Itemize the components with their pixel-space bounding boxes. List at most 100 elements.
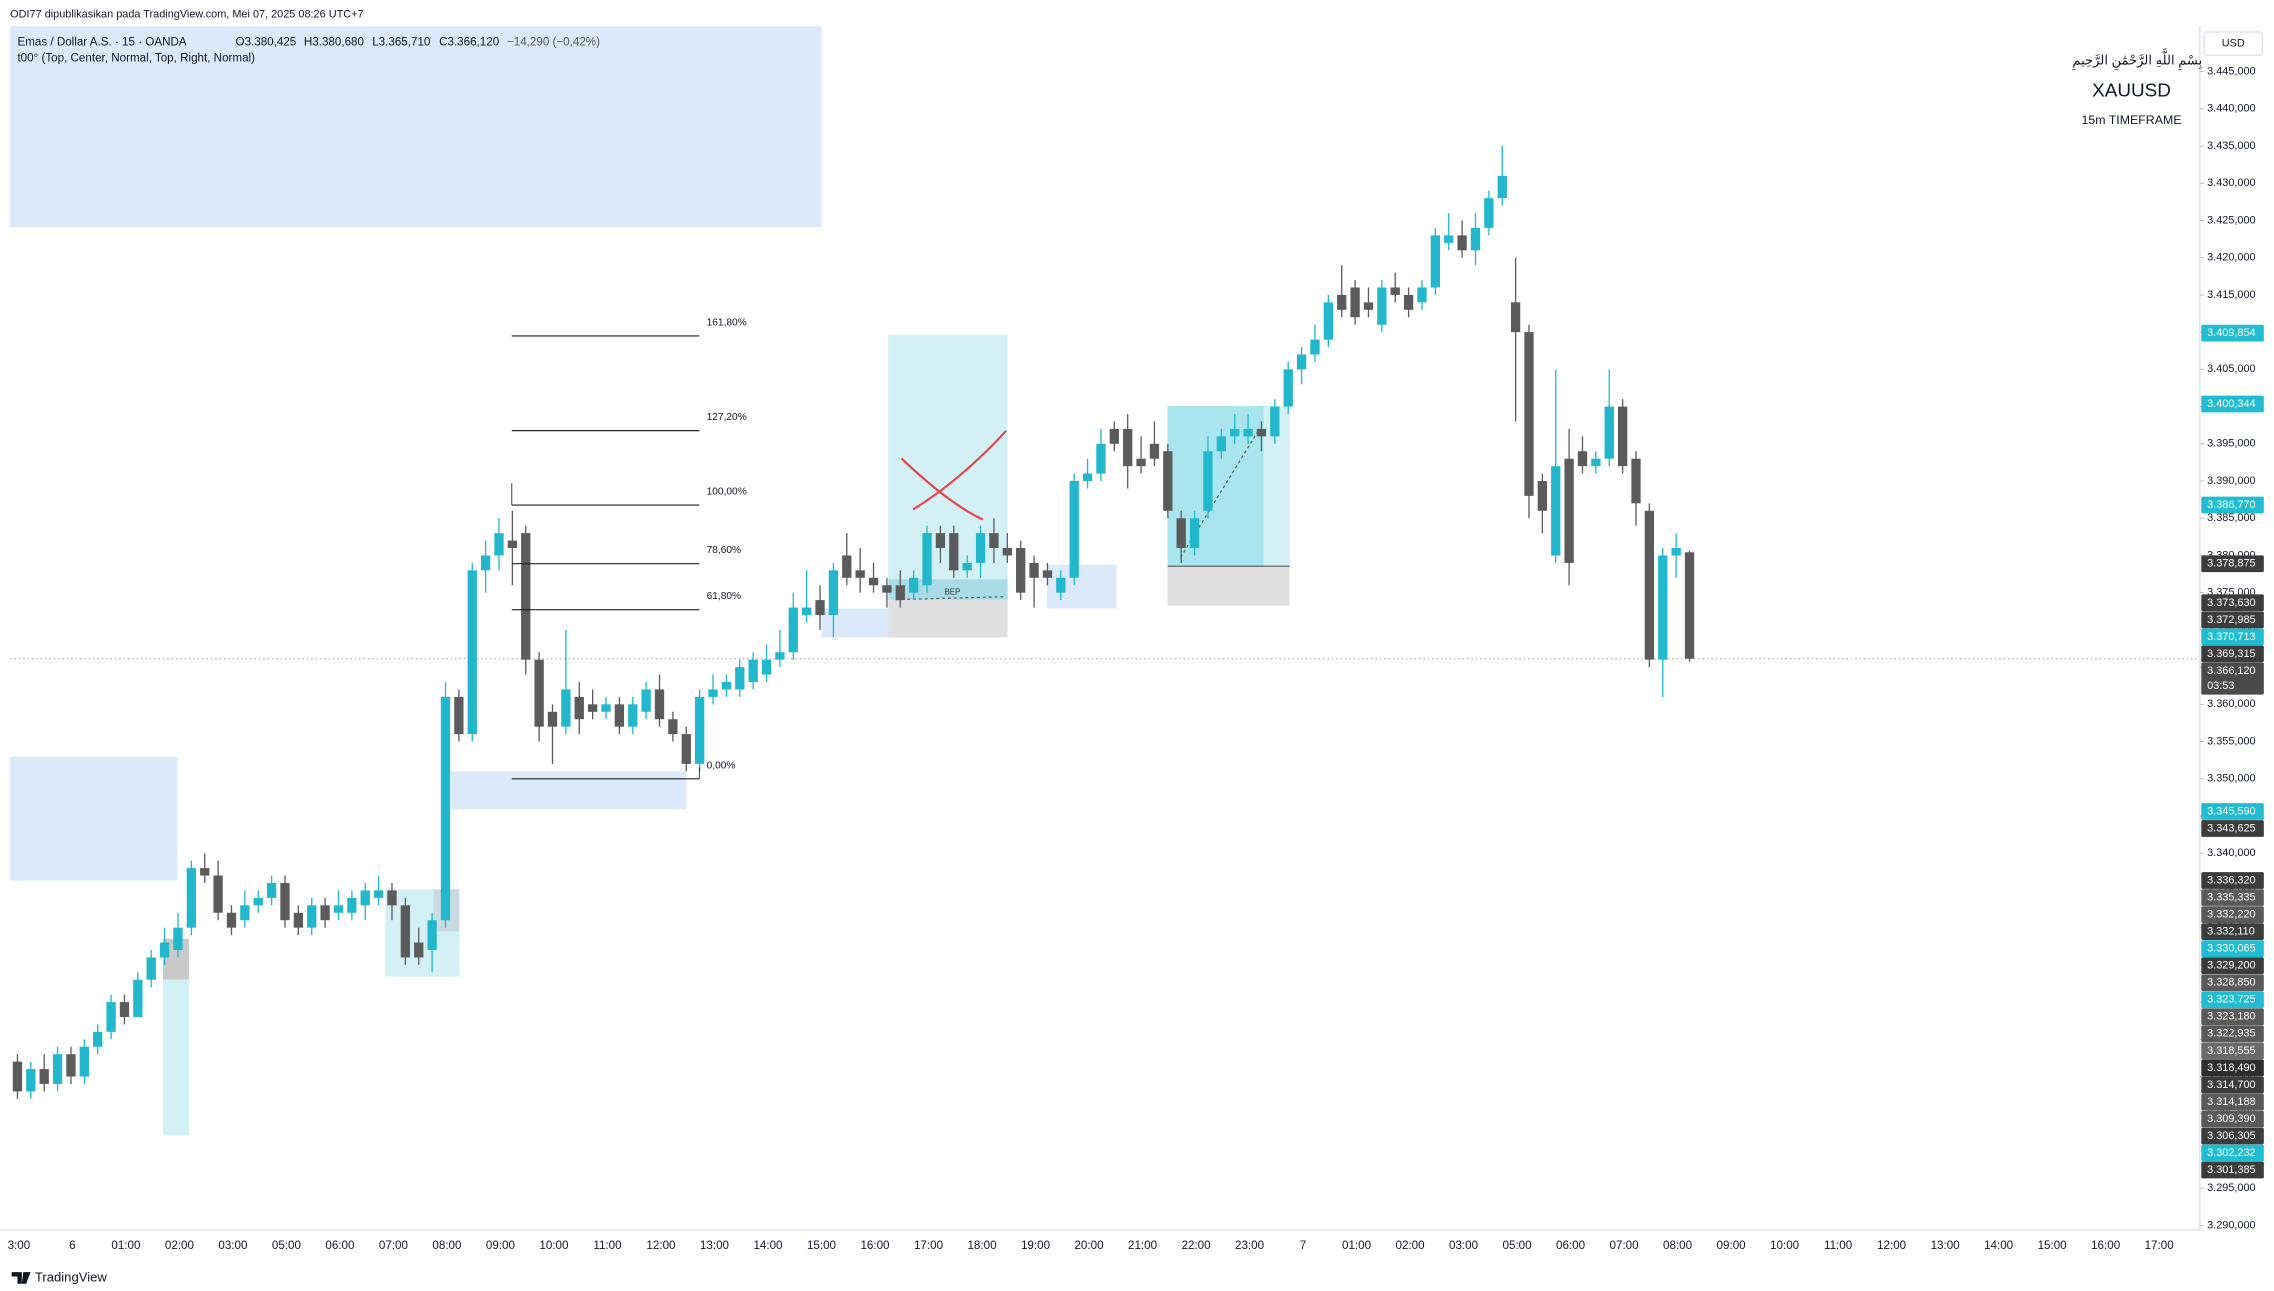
x-tick-label: 03:00 xyxy=(1449,1239,1479,1252)
price-tag-label: 3.345,590 xyxy=(2207,805,2256,817)
price-tag xyxy=(2201,923,2264,940)
candle-body xyxy=(159,942,170,958)
price-tag-label: 3.332,220 xyxy=(2207,909,2256,921)
candle-body xyxy=(307,905,317,928)
x-tick-label: 05:00 xyxy=(272,1239,302,1252)
price-tag-label: 3.369,315 xyxy=(2207,648,2256,660)
price-tag xyxy=(2201,1025,2264,1043)
candle-body xyxy=(1123,428,1133,467)
candle-body xyxy=(815,600,825,616)
candle-body xyxy=(1671,548,1681,556)
x-tick-label: 14:00 xyxy=(1984,1239,2014,1252)
candle-body xyxy=(775,652,785,660)
candle-body xyxy=(93,1031,103,1047)
price-tag xyxy=(2201,1042,2264,1060)
price-tag xyxy=(2201,1110,2264,1128)
candle-body xyxy=(200,868,210,876)
candle-body xyxy=(1430,235,1441,288)
x-tick-label: 10:00 xyxy=(1770,1239,1800,1252)
x-tick-label: 19:00 xyxy=(1021,1239,1051,1252)
fib-label: 78,60% xyxy=(707,545,741,556)
candle-body xyxy=(1510,302,1521,333)
price-tag xyxy=(2201,1127,2264,1145)
price-tag-label: 3.329,200 xyxy=(2207,960,2256,972)
candle-body xyxy=(668,719,678,735)
zone xyxy=(10,26,822,228)
candle-body xyxy=(601,704,611,712)
y-tick-label: 3.425,000 xyxy=(2207,214,2256,226)
candle-body xyxy=(1497,175,1507,199)
price-tag-label: 3.301,385 xyxy=(2207,1164,2256,1176)
fib-label: 0,00% xyxy=(707,760,736,771)
x-tick-label: 23:00 xyxy=(1235,1239,1265,1252)
candle-body xyxy=(1577,451,1588,467)
candle-body xyxy=(1484,198,1494,228)
zone xyxy=(10,756,178,881)
price-tag xyxy=(2201,1161,2264,1179)
x-tick-label: 16:00 xyxy=(2091,1239,2121,1252)
candle-body xyxy=(681,734,691,764)
x-tick-label: 15:00 xyxy=(807,1239,837,1252)
candle-body xyxy=(320,905,330,921)
candle-body xyxy=(1403,294,1414,310)
zone xyxy=(162,979,190,1136)
candle-body xyxy=(1537,481,1548,511)
price-tag xyxy=(2201,1076,2264,1094)
candle-body xyxy=(1270,406,1280,437)
candle-body xyxy=(146,957,156,980)
x-tick-label: 10:00 xyxy=(539,1239,569,1252)
price-tag-label: 3.323,180 xyxy=(2207,1011,2256,1023)
candle-body xyxy=(133,979,143,1017)
price-tag-label: 3.335,335 xyxy=(2207,892,2256,904)
price-tag xyxy=(2201,957,2264,975)
price-tag xyxy=(2201,645,2264,663)
symbol: XAUUSD xyxy=(2092,81,2171,102)
price-tag xyxy=(2201,820,2264,837)
price-tag-label: 3.332,110 xyxy=(2207,926,2255,938)
x-tick-label: 01:00 xyxy=(111,1239,141,1252)
x-tick-label: 13:00 xyxy=(1931,1239,1961,1252)
price-tag xyxy=(2201,1144,2264,1162)
currency: USD xyxy=(2222,38,2245,50)
candle-body xyxy=(1042,570,1053,578)
candle-body xyxy=(26,1069,36,1092)
candle-body xyxy=(922,533,932,586)
price-tag-label: 3.378,875 xyxy=(2207,558,2256,570)
candle-body xyxy=(414,942,424,958)
candle-body xyxy=(1082,473,1093,482)
candle-body xyxy=(628,704,638,727)
ohlc-legend: C3.366,120 xyxy=(439,35,500,48)
x-tick-label: 07:00 xyxy=(379,1239,409,1252)
x-tick-label: 09:00 xyxy=(486,1239,516,1252)
candle-body xyxy=(387,890,397,906)
candle-body xyxy=(842,555,852,578)
brand-logo xyxy=(11,1272,31,1284)
x-tick-label: 16:00 xyxy=(860,1239,890,1252)
candle-body xyxy=(547,711,558,727)
candle-body xyxy=(494,533,504,556)
x-tick-label: 06:00 xyxy=(1556,1239,1586,1252)
price-tag-label: 3.370,713 xyxy=(2207,631,2256,643)
price-tag xyxy=(2201,628,2264,646)
price-tag-label: 3.322,935 xyxy=(2207,1028,2256,1040)
price-tag xyxy=(2201,611,2264,629)
candle-body xyxy=(641,689,651,712)
candle-body xyxy=(1377,287,1387,325)
candle-body xyxy=(1631,458,1641,504)
x-tick-label: 18:00 xyxy=(967,1239,997,1252)
x-tick-label: 12:00 xyxy=(1877,1239,1907,1252)
candle-body xyxy=(186,868,196,928)
candle-body xyxy=(654,689,665,720)
candle-body xyxy=(467,570,477,735)
price-tag-label: 3.373,630 xyxy=(2207,597,2256,609)
y-tick-label: 3.405,000 xyxy=(2207,363,2256,375)
y-tick-label: 3.385,000 xyxy=(2207,512,2256,524)
x-tick-label: 20:00 xyxy=(1074,1239,1104,1252)
price-tag-label: 3.409,854 xyxy=(2207,327,2256,339)
price-tag xyxy=(2201,872,2264,889)
candle-body xyxy=(440,696,451,921)
candle-body xyxy=(975,533,986,563)
candle-body xyxy=(895,585,905,601)
candle-body xyxy=(240,905,250,921)
x-tick-label: 17:00 xyxy=(914,1239,944,1252)
